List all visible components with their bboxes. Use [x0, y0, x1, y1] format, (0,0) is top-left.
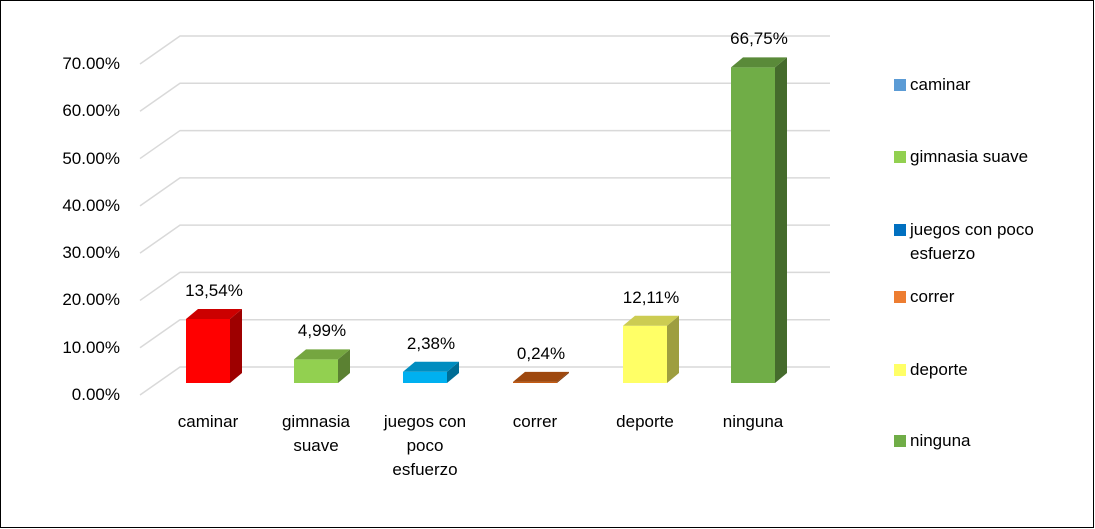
grid-line: [139, 129, 830, 160]
value-label: 66,75%: [730, 29, 788, 49]
bar-front: [731, 67, 775, 383]
bar: [731, 57, 787, 383]
x-tick-label: juegos con poco esfuerzo: [383, 412, 467, 479]
bar-top: [186, 308, 242, 319]
bar-side: [230, 308, 242, 383]
y-tick-label: 60.00%: [62, 101, 120, 121]
bar-front: [186, 318, 230, 383]
bar-front: [623, 325, 667, 383]
y-tick-label: 50.00%: [62, 148, 120, 168]
y-tick-label: 20.00%: [62, 290, 120, 310]
bar-top: [731, 57, 787, 68]
grid-line: [139, 35, 830, 65]
bar-top: [513, 371, 569, 382]
value-label: 0,24%: [516, 343, 566, 363]
value-label: 4,99%: [297, 321, 347, 341]
bar-side: [667, 315, 679, 383]
bar-front: [294, 359, 338, 383]
bar: [623, 315, 679, 383]
bar-side: [557, 371, 569, 383]
legend-swatch: [894, 224, 906, 236]
grid-line: [139, 82, 830, 112]
bar-side: [775, 57, 787, 383]
y-tick-label: 30.00%: [62, 243, 120, 263]
legend-label: caminar: [910, 75, 971, 94]
bar: [186, 308, 242, 383]
bar-front: [513, 381, 557, 383]
legend-swatch: [894, 291, 906, 303]
bar: [403, 361, 459, 383]
grid-line: [139, 177, 830, 207]
bar: [513, 371, 569, 383]
x-tick-label: caminar: [177, 412, 239, 431]
legend-swatch: [894, 364, 906, 376]
value-label: 12,11%: [622, 287, 680, 307]
grid-line: [139, 366, 830, 396]
y-tick-label: 70.00%: [62, 54, 120, 73]
bar: [294, 349, 350, 383]
value-label: 2,38%: [406, 333, 456, 353]
grid-line: [139, 224, 830, 254]
x-tick-label: correr: [512, 412, 558, 431]
legend-label: gimnasia suave: [910, 147, 1029, 166]
legend-label: correr: [910, 287, 955, 306]
x-tick-label: deporte: [616, 412, 674, 431]
x-tick-label: ninguna: [722, 412, 784, 431]
x-tick-label: gimnasia suave: [281, 412, 351, 455]
legend-label: ninguna: [910, 431, 971, 450]
bar-side: [447, 361, 459, 383]
bar-top: [623, 315, 679, 326]
grid-line: [139, 318, 830, 349]
legend-swatch: [894, 79, 906, 91]
legend-swatch: [894, 151, 906, 163]
legend-label: juegos con poco esfuerzo: [910, 220, 1034, 263]
y-tick-label: 10.00%: [62, 337, 120, 357]
y-tick-label: 40.00%: [62, 195, 120, 215]
bar-side: [338, 349, 350, 383]
bar-top: [403, 361, 459, 372]
bar-top: [294, 349, 350, 360]
legend-label: deporte: [910, 360, 968, 379]
value-label: 13,54%: [185, 280, 243, 300]
bar-front: [403, 371, 447, 383]
legend-swatch: [894, 435, 906, 447]
y-tick-label: 0.00%: [71, 385, 120, 404]
grid-line: [139, 271, 830, 302]
